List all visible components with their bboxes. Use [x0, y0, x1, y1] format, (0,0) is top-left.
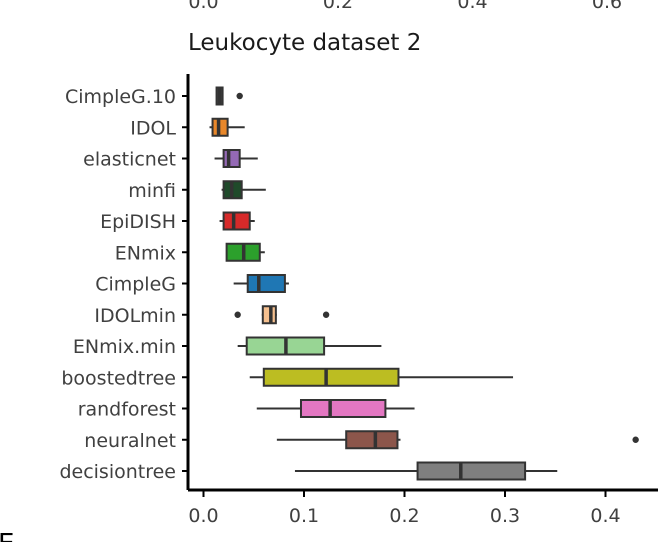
- outlier-point: [234, 311, 241, 318]
- box-IDOL: [209, 117, 245, 137]
- outlier-point: [632, 436, 639, 443]
- box-iqr: [299, 399, 387, 418]
- box-IDOLmin: [234, 305, 330, 325]
- y-tick-label: IDOLmin: [94, 305, 176, 327]
- x-tick-label: 0.2: [389, 505, 419, 527]
- x-tick-label: 0.0: [188, 505, 218, 527]
- chart-title: Leukocyte dataset 2: [188, 30, 421, 56]
- box-iqr: [246, 274, 286, 293]
- x-tick-label: 0.4: [590, 505, 620, 527]
- y-tick-label: decisiontree: [59, 461, 176, 483]
- y-tick-label: EpiDISH: [100, 211, 176, 233]
- y-axis-ticks: CimpleG.10 IDOL elasticnet minfi EpiDISH ENmi…: [59, 86, 188, 483]
- box-elasticnet: [214, 149, 258, 168]
- y-tick-label: neuralnet: [84, 430, 176, 452]
- outlier-point: [322, 311, 330, 318]
- y-tick-label: minfi: [128, 180, 176, 202]
- box-EpiDISH: [219, 211, 255, 231]
- box-randforest: [256, 399, 415, 418]
- box-neuralnet: [276, 430, 639, 450]
- box-decisiontree: [294, 461, 558, 481]
- y-tick-label: boostedtree: [61, 367, 176, 389]
- box-iqr: [222, 211, 251, 231]
- y-tick-label: ENmix: [115, 242, 176, 264]
- x-tick-label: 0.1: [289, 505, 319, 527]
- y-tick-label: elasticnet: [83, 149, 176, 171]
- box-ENmix.min: [237, 336, 382, 356]
- box-iqr: [262, 367, 400, 387]
- y-tick-label: randforest: [78, 399, 176, 421]
- box-minfi: [221, 180, 266, 200]
- prev-axis-tick-label: 0.2: [323, 0, 353, 13]
- box-ENmix: [225, 242, 265, 262]
- x-tick-label: 0.3: [490, 505, 520, 527]
- y-tick-label: IDOL: [130, 117, 176, 139]
- y-tick-label: CimpleG.10: [65, 86, 176, 108]
- prev-axis-tick-label: 0.4: [457, 0, 487, 13]
- previous-panel-axis: 0.0 0.2 0.4 0.6: [188, 0, 622, 13]
- box-iqr: [416, 461, 527, 481]
- x-axis-ticks: 0.0 0.1 0.2 0.3 0.4: [188, 490, 621, 527]
- panel-letter: E: [0, 529, 14, 542]
- box-iqr: [345, 430, 399, 450]
- y-tick-label: CimpleG: [95, 274, 176, 296]
- prev-axis-tick-label: 0.0: [188, 0, 218, 13]
- box-boostedtree: [249, 367, 514, 387]
- prev-axis-tick-label: 0.6: [592, 0, 622, 13]
- boxplot-series: [209, 86, 639, 481]
- box-iqr: [222, 149, 241, 168]
- outlier-point: [236, 92, 243, 100]
- box-CimpleG: [233, 274, 289, 293]
- y-tick-label: ENmix.min: [73, 336, 176, 358]
- box-CimpleG.10: [215, 86, 243, 106]
